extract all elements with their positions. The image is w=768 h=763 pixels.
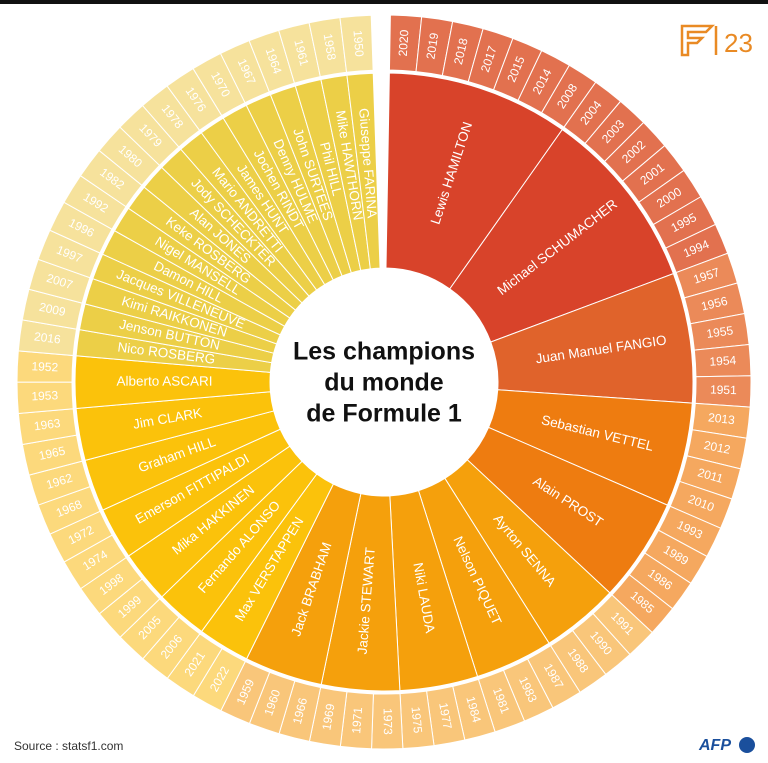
year-label: 1956 bbox=[700, 294, 730, 314]
year-label: 1966 bbox=[290, 696, 310, 726]
chart-title: de Formule 1 bbox=[306, 400, 462, 428]
year-label: 1975 bbox=[408, 706, 424, 734]
year-label: 2009 bbox=[38, 300, 67, 319]
source: Source : statsf1.com bbox=[14, 739, 123, 753]
driver-segment bbox=[385, 72, 563, 290]
driver-segment bbox=[346, 72, 381, 270]
year-label: 1952 bbox=[31, 359, 59, 374]
year-label: 2019 bbox=[424, 31, 442, 60]
year-label: 1951 bbox=[710, 383, 737, 398]
agency-logo-mark bbox=[739, 737, 755, 753]
year-label: 1961 bbox=[291, 38, 311, 68]
year-label: 1953 bbox=[31, 388, 59, 403]
year-label: 2011 bbox=[696, 465, 725, 486]
year-label: 1971 bbox=[349, 706, 365, 734]
edition-logo: 23 bbox=[724, 28, 753, 58]
year-label: 2012 bbox=[703, 438, 732, 457]
year-label: 1984 bbox=[463, 695, 484, 725]
year-label: 1963 bbox=[33, 416, 62, 433]
year-label: 1973 bbox=[381, 708, 395, 735]
year-label: 1965 bbox=[38, 444, 67, 463]
year-label: 1954 bbox=[709, 353, 737, 369]
agency-logo: AFP bbox=[698, 737, 731, 754]
year-label: 1955 bbox=[706, 323, 735, 341]
chart-title: du monde bbox=[324, 369, 444, 397]
year-label: 1950 bbox=[350, 30, 366, 58]
top-bar bbox=[0, 0, 768, 4]
year-label: 2020 bbox=[396, 29, 412, 57]
f1-logo bbox=[680, 24, 718, 57]
year-label: 1958 bbox=[321, 33, 339, 62]
year-label: 2018 bbox=[451, 36, 471, 66]
driver-label: Alberto ASCARI bbox=[116, 374, 212, 389]
year-label: 2016 bbox=[33, 329, 62, 346]
year-segment bbox=[339, 14, 374, 73]
chart-title: Les champions bbox=[293, 338, 475, 366]
year-label: 2013 bbox=[707, 410, 735, 427]
year-label: 1977 bbox=[436, 702, 455, 731]
driver-segment bbox=[449, 128, 675, 343]
year-label: 1969 bbox=[319, 702, 337, 731]
